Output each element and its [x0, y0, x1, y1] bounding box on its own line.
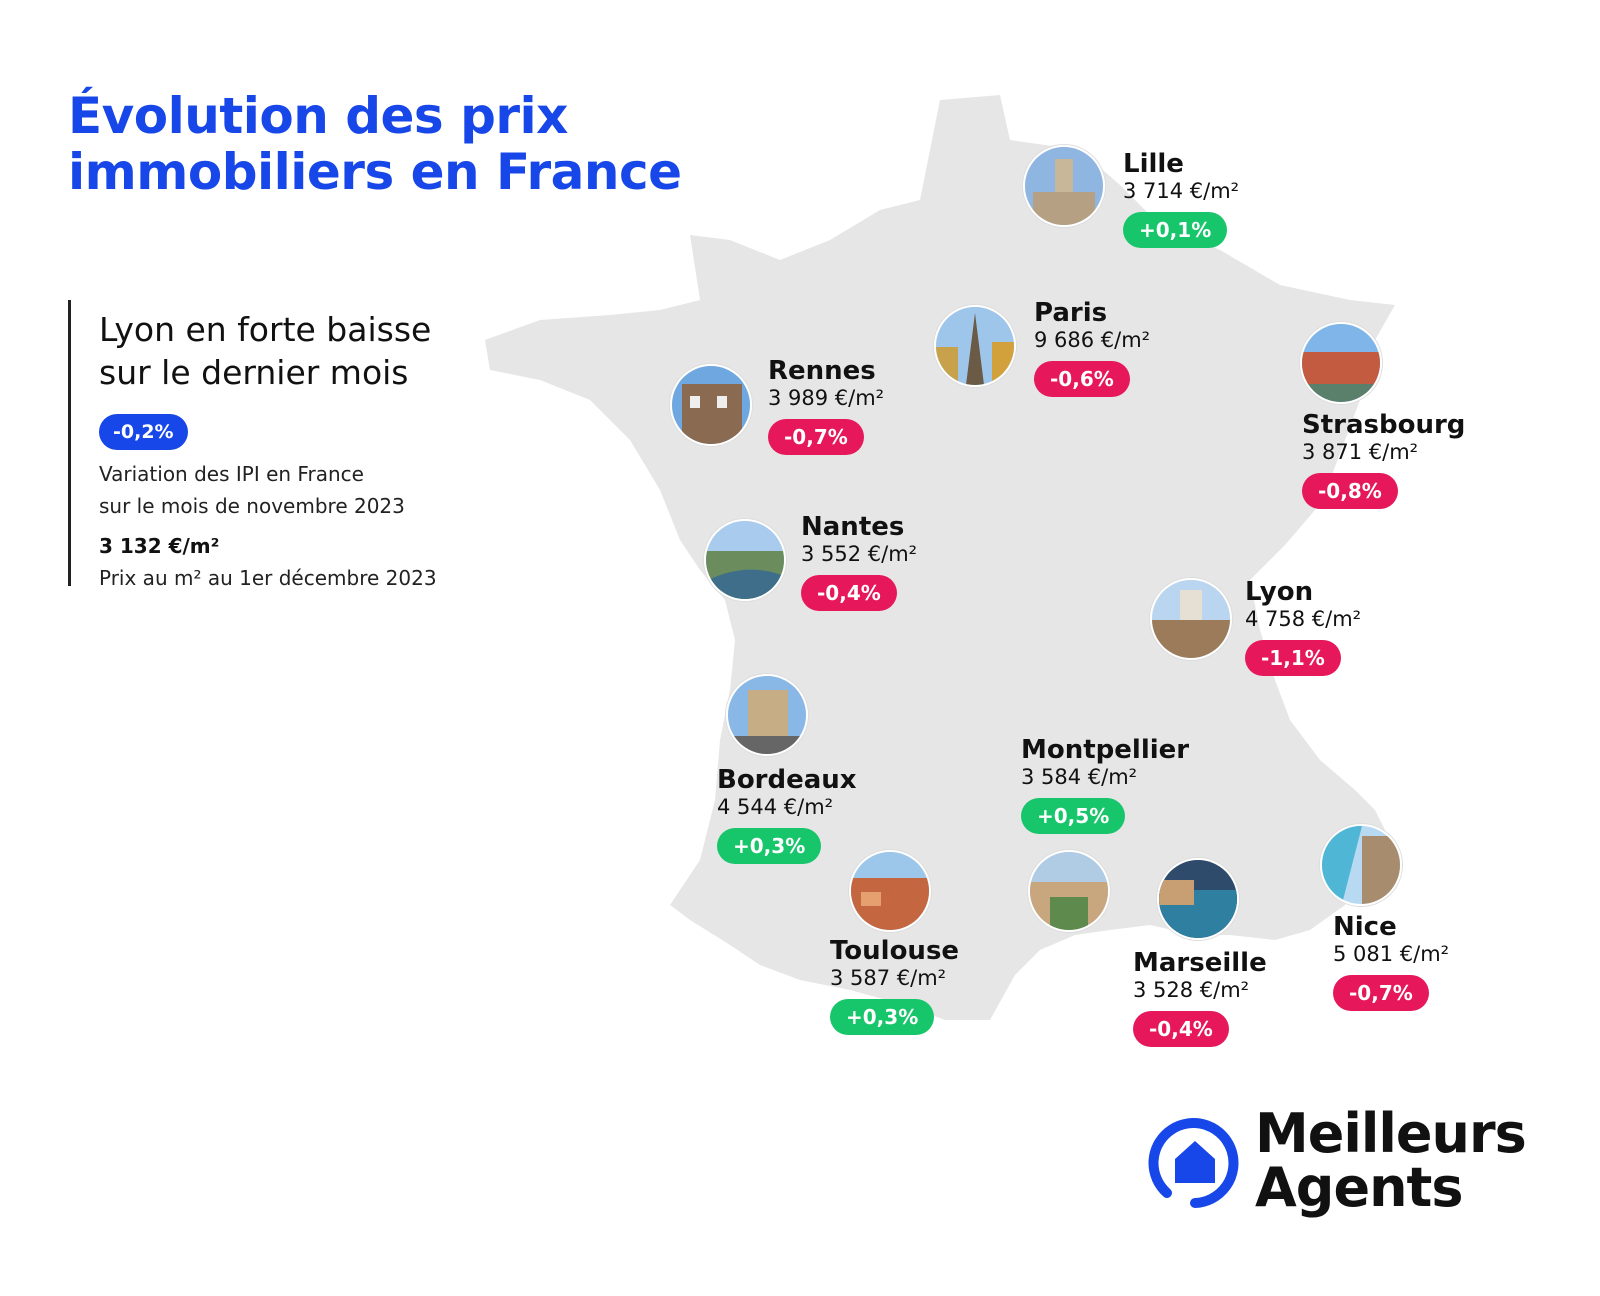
city-toulouse: Toulouse 3 587 €/m² +0,3% [830, 937, 959, 1035]
summary-headline-line-1: Lyon en forte baisse [99, 310, 432, 349]
variation-description: Variation des IPI en France sur le mois … [99, 458, 498, 522]
toulouse-photo [849, 850, 931, 932]
change-badge: +0,1% [1123, 212, 1228, 248]
strasbourg-photo [1300, 322, 1382, 404]
city-name: Lyon [1245, 577, 1314, 607]
city-name: Toulouse [830, 936, 960, 966]
city-price: 3 584 €/m² [1021, 765, 1138, 789]
city-price: 3 714 €/m² [1123, 179, 1240, 203]
city-price: 3 871 €/m² [1302, 440, 1419, 464]
change-badge: -0,4% [801, 575, 897, 611]
france-shape [485, 95, 1395, 1020]
summary-headline: Lyon en forte baisse sur le dernier mois [99, 308, 498, 394]
page-title: Évolution des prix immobiliers en France [68, 88, 682, 200]
marseille-photo [1157, 858, 1239, 940]
city-name: Nantes [801, 512, 905, 542]
city-rennes: Rennes 3 989 €/m² -0,7% [768, 357, 884, 455]
change-badge: -0,4% [1133, 1011, 1229, 1047]
variation-description-line-1: Variation des IPI en France [99, 462, 364, 486]
city-name: Rennes [768, 356, 876, 386]
rennes-photo [670, 364, 752, 446]
change-badge: -1,1% [1245, 640, 1341, 676]
city-price: 3 587 €/m² [830, 966, 947, 990]
city-marseille: Marseille 3 528 €/m² -0,4% [1133, 949, 1267, 1047]
logo-wordmark: Meilleurs Agents [1255, 1102, 1527, 1219]
city-price: 3 528 €/m² [1133, 978, 1250, 1002]
meilleurs-agents-logo: Meilleurs Agents [1145, 1102, 1527, 1225]
variation-description-line-2: sur le mois de novembre 2023 [99, 494, 405, 518]
city-price: 5 081 €/m² [1333, 942, 1450, 966]
change-badge: -0,7% [768, 419, 864, 455]
city-name: Montpellier [1021, 735, 1190, 765]
summary-panel: Lyon en forte baisse sur le dernier mois… [68, 300, 498, 590]
city-price: 9 686 €/m² [1034, 328, 1151, 352]
city-paris: Paris 9 686 €/m² -0,6% [1034, 299, 1150, 397]
city-price: 3 989 €/m² [768, 386, 885, 410]
title-line-2: immobiliers en France [68, 143, 682, 201]
city-name: Bordeaux [717, 765, 857, 795]
national-price: 3 132 €/m² [99, 534, 220, 558]
change-badge: -0,7% [1333, 975, 1429, 1011]
city-nice: Nice 5 081 €/m² -0,7% [1333, 913, 1449, 1011]
national-variation-badge: -0,2% [99, 414, 188, 450]
city-lille: Lille 3 714 €/m² +0,1% [1123, 150, 1239, 248]
city-name: Marseille [1133, 948, 1267, 978]
city-name: Lille [1123, 149, 1184, 179]
city-bordeaux: Bordeaux 4 544 €/m² +0,3% [717, 766, 857, 864]
house-logo-icon [1148, 1118, 1239, 1208]
change-badge: +0,3% [830, 999, 935, 1035]
logo-line-2: Agents [1255, 1156, 1463, 1219]
title-line-1: Évolution des prix [68, 87, 568, 145]
nice-photo [1320, 824, 1402, 906]
city-nantes: Nantes 3 552 €/m² -0,4% [801, 513, 917, 611]
lille-photo [1023, 145, 1105, 227]
city-name: Nice [1333, 912, 1397, 942]
lyon-photo [1150, 578, 1232, 660]
logo-line-1: Meilleurs [1255, 1102, 1527, 1165]
city-name: Strasbourg [1302, 410, 1466, 440]
change-badge: +0,5% [1021, 798, 1126, 834]
city-montpellier: Montpellier 3 584 €/m² +0,5% [1021, 736, 1189, 834]
city-price: 4 544 €/m² [717, 795, 834, 819]
city-strasbourg: Strasbourg 3 871 €/m² -0,8% [1302, 411, 1465, 509]
change-badge: -0,8% [1302, 473, 1398, 509]
city-price: 4 758 €/m² [1245, 607, 1362, 631]
change-badge: +0,3% [717, 828, 822, 864]
national-price-description: Prix au m² au 1er décembre 2023 [99, 566, 437, 590]
summary-headline-line-2: sur le dernier mois [99, 353, 409, 392]
change-badge: -0,6% [1034, 361, 1130, 397]
bordeaux-photo [726, 674, 808, 756]
paris-photo [934, 305, 1016, 387]
city-name: Paris [1034, 298, 1108, 328]
city-lyon: Lyon 4 758 €/m² -1,1% [1245, 578, 1361, 676]
montpellier-photo [1028, 850, 1110, 932]
city-price: 3 552 €/m² [801, 542, 918, 566]
nantes-photo [704, 519, 786, 601]
